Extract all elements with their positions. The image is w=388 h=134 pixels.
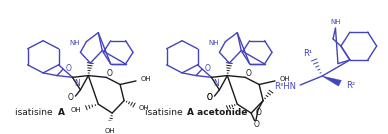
Polygon shape	[322, 76, 341, 86]
Text: OH: OH	[141, 76, 152, 82]
Text: NH: NH	[330, 19, 341, 25]
Text: O: O	[253, 120, 259, 129]
Text: OH: OH	[71, 107, 81, 113]
Text: O: O	[255, 108, 261, 117]
Text: NH: NH	[69, 40, 80, 46]
Text: isatisine: isatisine	[16, 108, 56, 117]
Text: OH: OH	[105, 128, 116, 134]
Text: OH: OH	[280, 76, 291, 82]
Text: R²: R²	[346, 81, 355, 90]
Text: O: O	[206, 92, 213, 102]
Text: O: O	[66, 64, 72, 73]
Text: NH: NH	[208, 40, 218, 46]
Text: O: O	[205, 64, 211, 73]
Text: O: O	[206, 92, 213, 102]
Text: O: O	[68, 92, 73, 102]
Text: R¹: R¹	[303, 49, 312, 58]
Text: A: A	[58, 108, 65, 117]
Text: N: N	[74, 79, 80, 88]
Text: isatisine: isatisine	[145, 108, 185, 117]
Text: O: O	[245, 69, 251, 78]
Text: R³HN: R³HN	[274, 82, 296, 91]
Text: A acetonide: A acetonide	[187, 108, 248, 117]
Text: O: O	[106, 69, 112, 78]
Text: N: N	[213, 79, 219, 88]
Text: OH: OH	[139, 105, 150, 111]
